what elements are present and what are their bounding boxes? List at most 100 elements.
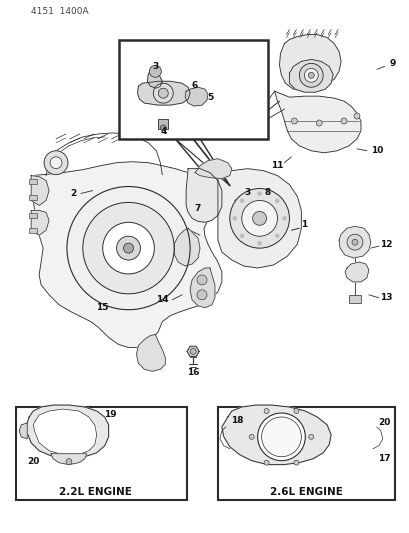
Circle shape xyxy=(44,151,68,175)
Circle shape xyxy=(308,434,313,439)
Circle shape xyxy=(353,113,359,119)
Polygon shape xyxy=(19,423,27,439)
Circle shape xyxy=(257,241,261,245)
Circle shape xyxy=(66,459,72,465)
Text: 16: 16 xyxy=(187,368,199,377)
Circle shape xyxy=(153,83,173,103)
Polygon shape xyxy=(31,175,49,205)
Polygon shape xyxy=(221,405,330,465)
Text: 17: 17 xyxy=(378,454,390,463)
Text: 15: 15 xyxy=(96,303,109,312)
Polygon shape xyxy=(137,81,190,105)
Text: 2.2L ENGINE: 2.2L ENGINE xyxy=(59,488,132,497)
Text: 20: 20 xyxy=(27,457,39,466)
Circle shape xyxy=(67,187,190,310)
Circle shape xyxy=(293,409,298,414)
Circle shape xyxy=(229,189,289,248)
Circle shape xyxy=(116,236,140,260)
Polygon shape xyxy=(147,69,162,88)
Polygon shape xyxy=(136,335,165,372)
Circle shape xyxy=(160,125,166,131)
Polygon shape xyxy=(274,91,360,153)
Text: 12: 12 xyxy=(380,240,392,249)
Text: 11: 11 xyxy=(271,161,283,170)
Bar xyxy=(29,213,37,219)
Circle shape xyxy=(190,349,196,354)
Circle shape xyxy=(299,63,322,87)
Polygon shape xyxy=(185,87,207,106)
Bar xyxy=(118,39,267,139)
Bar xyxy=(348,295,360,303)
Polygon shape xyxy=(187,346,198,357)
Bar xyxy=(16,407,187,500)
Bar xyxy=(29,228,37,233)
Polygon shape xyxy=(51,454,87,465)
Text: 4151  1400A: 4151 1400A xyxy=(31,7,89,16)
Bar xyxy=(29,196,37,200)
Circle shape xyxy=(50,157,62,168)
Text: 18: 18 xyxy=(230,416,243,425)
Text: 19: 19 xyxy=(104,410,117,419)
Text: 8: 8 xyxy=(264,188,270,197)
Circle shape xyxy=(252,212,266,225)
Text: 3: 3 xyxy=(244,188,250,197)
Polygon shape xyxy=(289,59,333,92)
Circle shape xyxy=(240,199,243,203)
Circle shape xyxy=(274,234,279,238)
Circle shape xyxy=(83,203,174,294)
Text: 5: 5 xyxy=(206,93,213,102)
Circle shape xyxy=(158,88,168,98)
Text: 2: 2 xyxy=(70,189,76,198)
Circle shape xyxy=(257,191,261,196)
Circle shape xyxy=(241,200,277,236)
Circle shape xyxy=(303,68,317,82)
Circle shape xyxy=(249,434,254,439)
Text: 14: 14 xyxy=(155,295,168,304)
Polygon shape xyxy=(174,228,200,266)
Text: 3: 3 xyxy=(152,62,158,71)
Bar xyxy=(158,119,168,129)
Polygon shape xyxy=(33,409,97,455)
Text: 7: 7 xyxy=(194,204,201,213)
Circle shape xyxy=(291,118,297,124)
Text: 13: 13 xyxy=(380,293,392,302)
Text: 4: 4 xyxy=(160,127,166,136)
Polygon shape xyxy=(195,159,231,179)
Polygon shape xyxy=(31,161,221,348)
Text: 20: 20 xyxy=(378,418,390,427)
Polygon shape xyxy=(31,211,49,235)
Circle shape xyxy=(351,239,357,245)
Circle shape xyxy=(149,66,161,77)
Polygon shape xyxy=(344,262,368,282)
Polygon shape xyxy=(217,168,301,268)
Text: 10: 10 xyxy=(370,146,382,155)
Polygon shape xyxy=(27,405,108,459)
Circle shape xyxy=(346,234,362,250)
Polygon shape xyxy=(279,35,340,91)
Circle shape xyxy=(308,72,313,78)
Bar xyxy=(29,179,37,183)
Polygon shape xyxy=(190,268,214,308)
Circle shape xyxy=(197,275,207,285)
Circle shape xyxy=(263,460,268,465)
Polygon shape xyxy=(186,168,221,222)
Circle shape xyxy=(102,222,154,274)
Circle shape xyxy=(240,234,243,238)
Circle shape xyxy=(197,290,207,300)
Polygon shape xyxy=(338,227,370,258)
Circle shape xyxy=(315,120,321,126)
Text: 6: 6 xyxy=(191,80,198,90)
Circle shape xyxy=(263,409,268,414)
Circle shape xyxy=(340,118,346,124)
Bar xyxy=(217,407,394,500)
Circle shape xyxy=(261,417,301,457)
Circle shape xyxy=(123,243,133,253)
Text: 9: 9 xyxy=(389,59,395,68)
Circle shape xyxy=(232,216,236,220)
Circle shape xyxy=(293,460,298,465)
Text: 2.6L ENGINE: 2.6L ENGINE xyxy=(269,488,342,497)
Text: 1: 1 xyxy=(301,220,307,229)
Circle shape xyxy=(257,413,305,461)
Circle shape xyxy=(274,199,279,203)
Circle shape xyxy=(282,216,286,220)
